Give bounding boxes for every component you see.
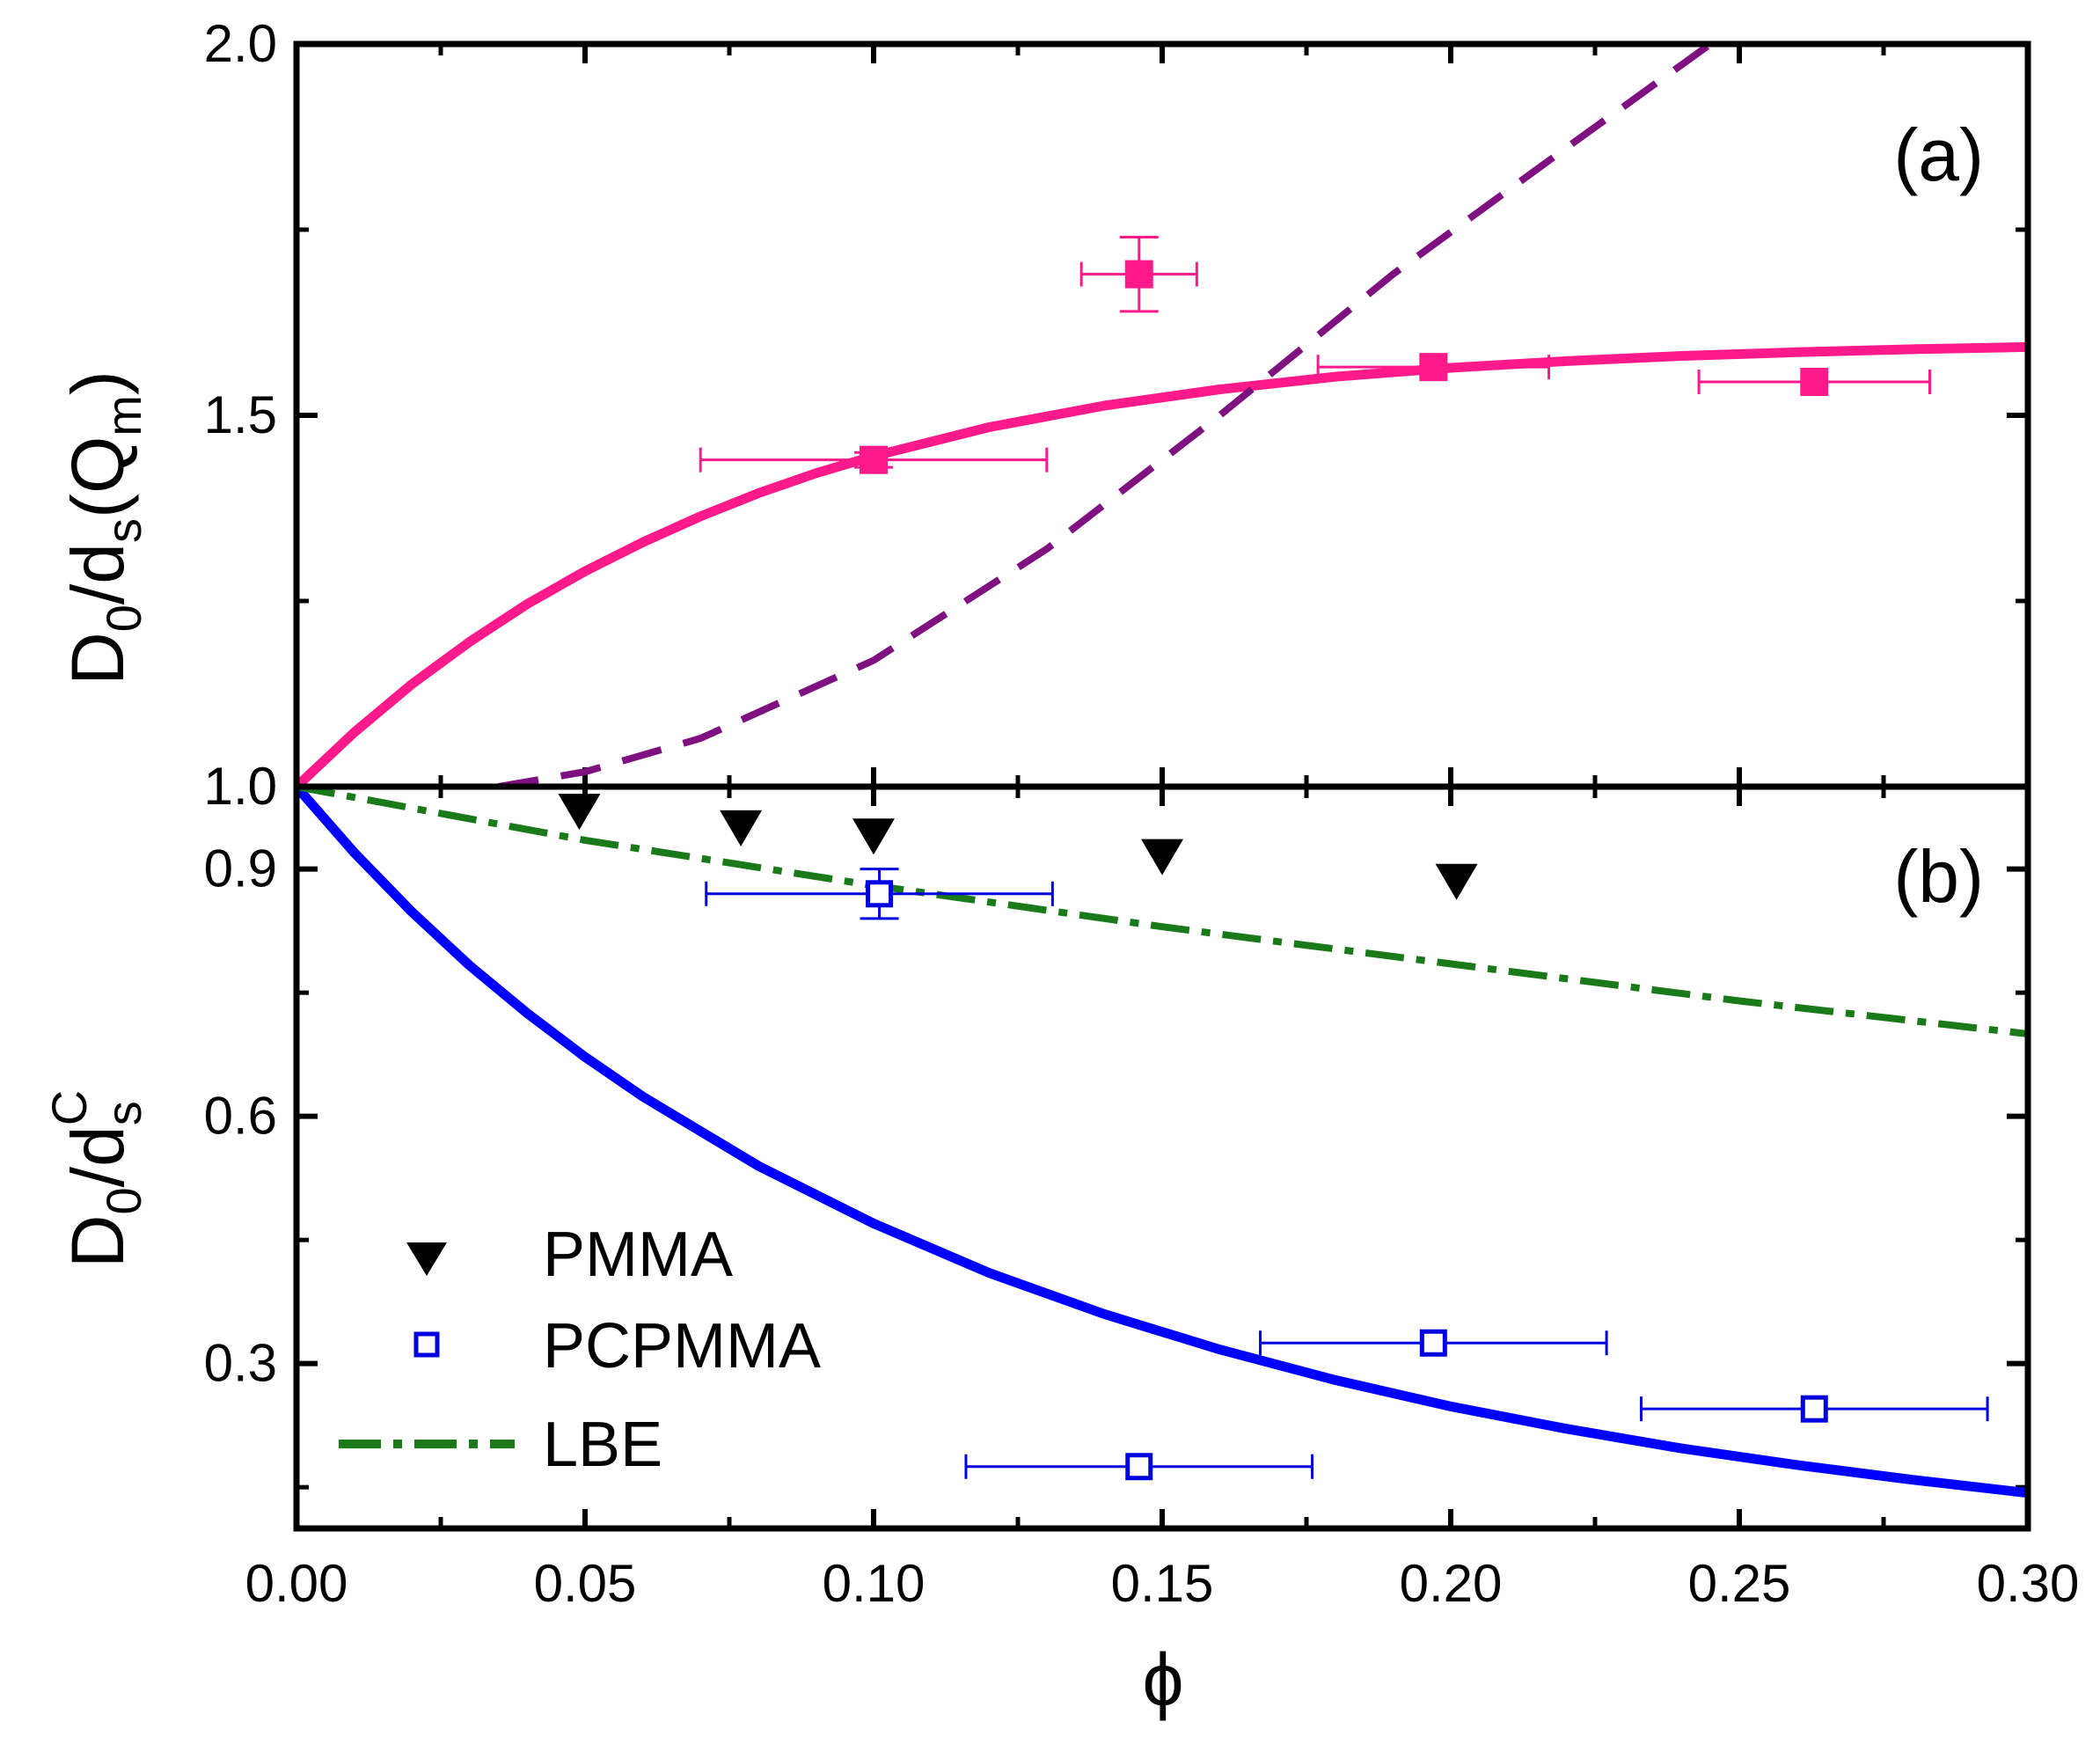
y-tick-label-b: 0.9 <box>204 839 277 898</box>
plot-layer: 1.01.52.00.30.60.91.00.00 0.05 0.10 0.15 0.2… <box>204 14 2080 1613</box>
y-label-a-mid: /d <box>56 543 139 605</box>
x-tick-label: 0.10 <box>823 1554 926 1613</box>
legend: PMMA PCPMMA LBE <box>339 1220 821 1480</box>
y-label-a-base: D <box>56 632 139 685</box>
y-label-a-sub2: s <box>96 518 151 543</box>
data-point-pcpmma-a <box>1124 260 1153 289</box>
curve-fit-dashed-a <box>497 44 1713 787</box>
data-point-pcpmma-b <box>1419 1329 1447 1357</box>
data-point-pcpmma-a <box>1419 353 1448 382</box>
panel-b-frame <box>293 783 2031 1532</box>
y-label-b-base: D <box>56 1215 139 1269</box>
x-tick-label: 0.15 <box>1111 1554 1214 1613</box>
y-tick-label-a: 1.0 <box>204 757 277 816</box>
curve-theory-solid-b <box>296 787 2028 1499</box>
data-point-pcpmma-a <box>860 445 888 474</box>
data-point-pmma-b <box>558 794 601 831</box>
y-axis-label-b: D0/dsC <box>41 1090 151 1268</box>
data-point-pmma-b <box>720 810 763 846</box>
legend-label-pmma: PMMA <box>543 1220 733 1290</box>
data-point-pmma-b <box>1435 863 1478 900</box>
x-tick-label: 0.30 <box>1977 1554 2080 1613</box>
y-label-b-sub2: s <box>96 1101 151 1125</box>
y-label-a-sub1: 0 <box>96 605 151 632</box>
curve-LBE-b <box>296 787 2028 1037</box>
x-tick-label: 0.05 <box>534 1554 637 1613</box>
x-axis-label: ϕ <box>1142 1638 1183 1721</box>
panel-a-label: (a) <box>1893 114 1984 196</box>
panel-b-label: (b) <box>1893 835 1984 918</box>
y-tick-label-a: 2.0 <box>204 14 277 73</box>
y-label-b-sup: C <box>41 1090 97 1125</box>
data-point-pcpmma-a <box>1800 368 1829 397</box>
y-label-b-sub1: 0 <box>96 1187 151 1214</box>
y-tick-label-a: 1.5 <box>204 385 277 444</box>
y-axis-label-a: D0/ds(Qm) <box>56 370 151 685</box>
y-label-b-mid: /d <box>56 1125 139 1187</box>
panel-a-frame <box>293 40 2031 790</box>
x-tick-label: 0.25 <box>1688 1554 1791 1613</box>
legend-label-pcpmma: PCPMMA <box>543 1311 821 1381</box>
y-label-a-paren-close: ) <box>56 370 139 395</box>
legend-marker-pcpmma <box>413 1331 440 1358</box>
data-point-pcpmma-b <box>1125 1453 1153 1481</box>
x-tick-label: 0.00 <box>245 1554 348 1613</box>
y-label-a-paren-open: (Q <box>56 436 139 518</box>
data-point-pmma-b <box>852 818 895 855</box>
y-tick-label-b: 1.0 <box>204 757 277 816</box>
legend-marker-pmma <box>406 1242 447 1276</box>
y-tick-label-b: 0.3 <box>204 1334 277 1393</box>
data-point-pcpmma-b <box>866 880 894 908</box>
legend-label-lbe: LBE <box>543 1410 662 1480</box>
data-point-pcpmma-b <box>1800 1395 1828 1423</box>
x-tick-label: 0.20 <box>1400 1554 1503 1613</box>
data-point-pmma-b <box>1141 839 1183 876</box>
y-tick-label-b: 0.6 <box>204 1087 277 1146</box>
curve-fit-solid-a <box>296 341 2028 787</box>
y-label-a-sub3: m <box>96 395 151 436</box>
